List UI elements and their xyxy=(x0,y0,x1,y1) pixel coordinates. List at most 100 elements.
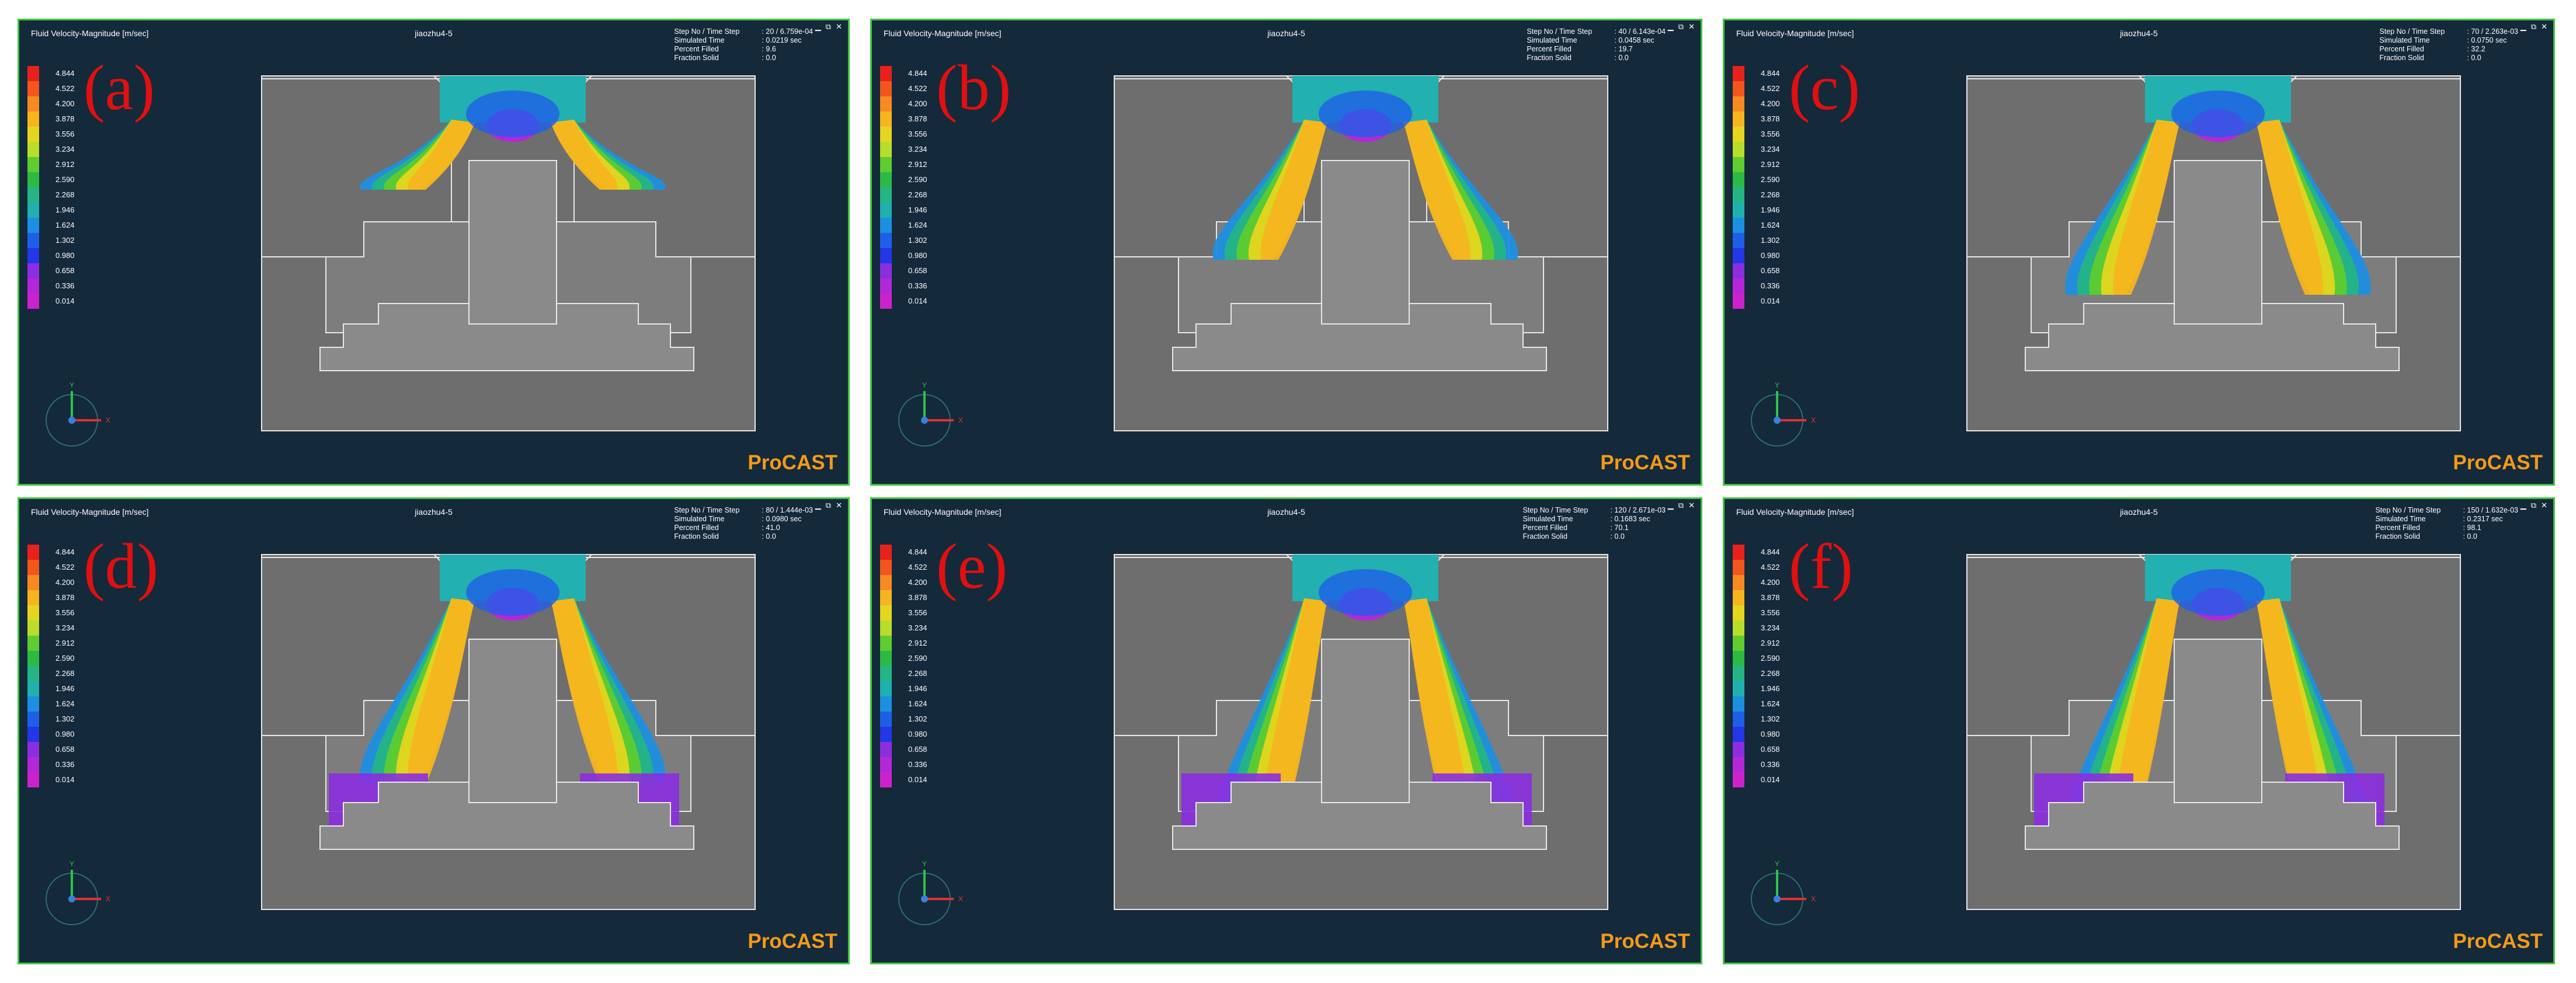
result-title: Fluid Velocity-Magnitude [m/sec] xyxy=(1736,29,1854,38)
legend-swatch xyxy=(1733,278,1744,294)
z-axis-dot xyxy=(1774,895,1781,902)
legend-swatch xyxy=(880,172,892,187)
legend-swatch xyxy=(27,621,39,636)
window-controls[interactable]: ▁ ⧉ ✕ xyxy=(2520,23,2549,32)
legend-value: 4.844 xyxy=(908,548,927,556)
axis-triad[interactable]: YX xyxy=(895,858,971,940)
z-axis-dot xyxy=(921,895,928,902)
axis-triad[interactable]: YX xyxy=(895,379,971,461)
fluid-core-ring xyxy=(466,90,559,137)
axis-triad[interactable]: YX xyxy=(1748,858,1824,940)
legend-swatch xyxy=(1733,66,1744,81)
info-value-time: : 0.1683 sec xyxy=(1610,515,1650,523)
legend-swatch xyxy=(880,111,892,127)
fluid-core-ring xyxy=(1319,90,1412,137)
legend-swatch xyxy=(27,712,39,727)
legend-swatch xyxy=(880,81,892,96)
info-label-filled: Percent Filled xyxy=(2375,524,2420,532)
legend-swatch xyxy=(27,560,39,575)
legend-value: 3.234 xyxy=(908,623,927,632)
legend-swatch xyxy=(27,263,39,278)
fluid-field xyxy=(1212,76,1518,260)
legend-value: 4.844 xyxy=(55,548,75,556)
legend-swatch xyxy=(1733,172,1744,187)
legend-swatch xyxy=(880,127,892,142)
legend-value: 3.234 xyxy=(1761,145,1780,154)
fluid-plume-right xyxy=(2256,120,2323,295)
fluid-field xyxy=(2065,76,2371,295)
axis-triad[interactable]: YX xyxy=(43,379,119,461)
info-row-solid: Fraction Solid: 0.0 xyxy=(1522,532,1666,541)
legend-value: 3.556 xyxy=(55,608,75,617)
window-controls[interactable]: ▁ ⧉ ✕ xyxy=(815,23,843,32)
info-value-solid: : 0.0 xyxy=(762,532,776,541)
legend-swatch xyxy=(880,218,892,233)
legend-swatch xyxy=(27,605,39,621)
legend-value: 0.014 xyxy=(1761,775,1780,784)
legend-swatch xyxy=(27,66,39,81)
legend-value: 0.336 xyxy=(55,281,75,290)
casting-mould-view xyxy=(1114,75,1608,431)
legend-swatch xyxy=(27,636,39,651)
legend-value: 2.268 xyxy=(55,190,75,199)
info-label-step: Step No / Time Step xyxy=(2379,27,2445,36)
legend-value: 0.980 xyxy=(908,730,927,738)
legend-value: 2.268 xyxy=(1761,669,1780,678)
legend-swatch xyxy=(27,111,39,127)
mould-base xyxy=(1172,303,1547,371)
info-value-solid: : 0.0 xyxy=(2467,54,2481,62)
axis-triad[interactable]: YX xyxy=(1748,379,1824,461)
legend-swatch xyxy=(1733,142,1744,157)
legend-value: 1.946 xyxy=(908,205,927,214)
legend-value: 0.980 xyxy=(908,251,927,260)
legend-value: 1.302 xyxy=(55,236,75,245)
window-controls[interactable]: ▁ ⧉ ✕ xyxy=(815,501,843,510)
legend-value: 1.624 xyxy=(908,699,927,708)
legend-value: 3.878 xyxy=(1761,114,1780,123)
legend-swatch xyxy=(880,187,892,203)
legend-value: 0.658 xyxy=(908,266,927,275)
window-controls[interactable]: ▁ ⧉ ✕ xyxy=(1667,501,1696,510)
legend-value: 0.336 xyxy=(1761,281,1780,290)
legend-value: 1.302 xyxy=(908,714,927,723)
fluid-plume-left xyxy=(408,598,475,785)
legend-swatch xyxy=(1733,651,1744,666)
legend-swatch xyxy=(1733,560,1744,575)
legend-swatch xyxy=(27,187,39,203)
y-axis-label: Y xyxy=(69,381,74,389)
legend-swatch xyxy=(880,294,892,309)
legend-swatch xyxy=(1733,742,1744,757)
info-label-filled: Percent Filled xyxy=(2379,45,2424,53)
x-axis-label: X xyxy=(106,895,110,903)
legend-value: 1.624 xyxy=(55,221,75,229)
panel-label: (e) xyxy=(936,531,1008,602)
legend-swatch xyxy=(1733,81,1744,96)
window-controls[interactable]: ▁ ⧉ ✕ xyxy=(2520,501,2549,510)
legend-swatch xyxy=(27,742,39,757)
legend-swatch xyxy=(880,142,892,157)
info-row-time: Simulated Time : 0.1683 sec xyxy=(1522,515,1666,524)
viewport-panel-f: Fluid Velocity-Magnitude [m/sec] jiaozhu4… xyxy=(1723,497,2555,964)
legend-swatch xyxy=(880,666,892,681)
legend-value: 3.234 xyxy=(908,145,927,154)
simulation-info: Step No / Time Step: 20 / 6.759e-04 Simul… xyxy=(674,27,813,62)
legend-swatch xyxy=(880,248,892,263)
legend-value: 3.234 xyxy=(1761,623,1780,632)
result-title: Fluid Velocity-Magnitude [m/sec] xyxy=(884,29,1002,38)
fluid-plume-right xyxy=(551,598,618,785)
info-row-solid: Fraction Solid: 0.0 xyxy=(2375,532,2518,541)
info-label-time: Simulated Time xyxy=(1522,515,1573,523)
window-controls[interactable]: ▁ ⧉ ✕ xyxy=(1667,23,1696,32)
viewport-panel-c: Fluid Velocity-Magnitude [m/sec] jiaozhu4… xyxy=(1723,19,2555,486)
legend-value: 2.590 xyxy=(55,175,75,184)
info-label-step: Step No / Time Step xyxy=(674,27,740,36)
legend-swatch xyxy=(1733,575,1744,590)
legend-value: 2.590 xyxy=(908,654,927,663)
axis-triad[interactable]: YX xyxy=(43,858,119,940)
legend-value: 0.336 xyxy=(908,760,927,769)
legend-swatch xyxy=(1733,636,1744,651)
info-label-solid: Fraction Solid xyxy=(2379,54,2424,62)
legend-swatch xyxy=(27,248,39,263)
legend-value: 1.624 xyxy=(55,699,75,708)
z-axis-dot xyxy=(68,895,75,902)
